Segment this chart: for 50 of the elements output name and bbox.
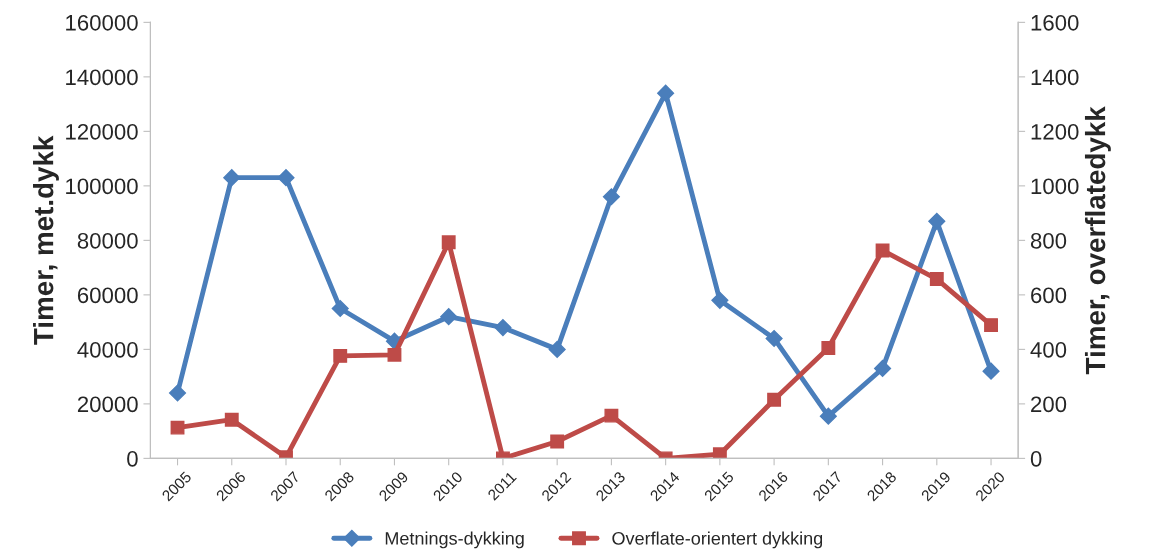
y-axis-title: Timer, met.dykk — [33, 135, 59, 345]
point — [170, 420, 185, 435]
point — [604, 408, 619, 423]
point — [333, 348, 348, 363]
y2-tick-label: 1200 — [1031, 123, 1079, 140]
legend-label: Metnings-dykking — [385, 531, 524, 549]
point — [494, 319, 512, 337]
y2-tick-label: 200 — [1031, 396, 1067, 413]
y2-tick-label: 800 — [1030, 232, 1067, 249]
point — [277, 169, 295, 187]
point — [982, 362, 1000, 380]
y2-tick-label: 600 — [1031, 287, 1067, 304]
y-tick-label: 0 — [127, 450, 138, 467]
point — [984, 318, 998, 333]
y2-tick-label: 1400 — [1031, 69, 1079, 86]
y-tick-label: 80000 — [77, 232, 138, 249]
point — [712, 447, 727, 459]
point — [223, 169, 241, 187]
point — [602, 188, 620, 206]
y2-tick-label: 1000 — [1031, 178, 1079, 195]
point — [821, 341, 836, 355]
y-tick-label: 160000 — [66, 14, 138, 31]
point — [387, 347, 402, 362]
point — [765, 329, 783, 348]
point — [441, 235, 456, 250]
point — [875, 243, 890, 258]
y-tick-label: 140000 — [66, 69, 138, 86]
point — [168, 384, 187, 402]
y2-axis-title: Timer, overflatedykk — [1084, 106, 1111, 375]
point — [550, 434, 565, 449]
y2-tick-label: 400 — [1030, 341, 1067, 358]
point — [657, 84, 675, 102]
point — [711, 291, 729, 309]
point — [224, 412, 239, 427]
point — [874, 359, 892, 378]
point — [767, 392, 782, 407]
point — [928, 212, 946, 230]
y-tick-label: 100000 — [66, 178, 138, 195]
y2-tick-label: 1600 — [1031, 14, 1079, 31]
legend-label: Overflate-orientert dykking — [612, 531, 823, 549]
y-tick-label: 20000 — [77, 396, 138, 413]
point — [548, 340, 566, 358]
point — [819, 407, 837, 425]
y-tick-label: 60000 — [77, 287, 138, 304]
y-tick-label: 120000 — [66, 123, 138, 140]
point — [331, 299, 349, 318]
point — [929, 272, 944, 287]
point — [440, 308, 458, 326]
y-tick-label: 40000 — [77, 341, 138, 358]
y2-tick-label: 0 — [1030, 450, 1042, 467]
